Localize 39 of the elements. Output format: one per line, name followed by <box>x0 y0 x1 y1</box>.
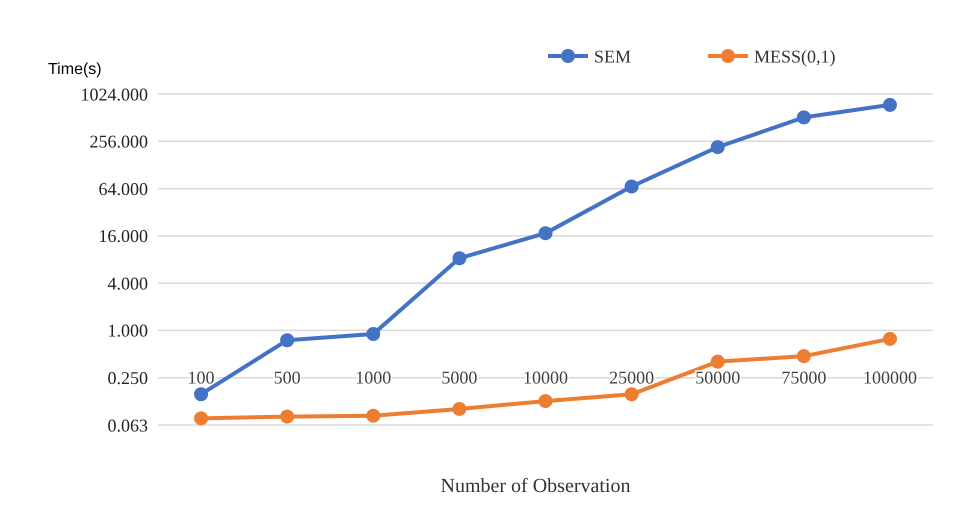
point <box>882 98 897 112</box>
x-tick-label: 100000 <box>862 367 917 388</box>
x-tick-label: 5000 <box>441 367 478 388</box>
point <box>538 394 552 408</box>
point <box>796 110 811 124</box>
x-tick-label: 500 <box>274 367 301 388</box>
point <box>796 349 811 364</box>
point <box>194 387 208 402</box>
point <box>710 140 725 154</box>
legend-label: SEM <box>594 46 632 66</box>
point <box>452 251 466 266</box>
x-tick-label: 10000 <box>523 367 568 388</box>
y-tick-label: 0.250 <box>108 368 148 388</box>
y-tick-label: 256.000 <box>90 132 148 152</box>
point <box>452 402 466 416</box>
point <box>366 327 380 342</box>
x-axis-title: Number of Observation <box>440 475 630 497</box>
y-tick-label: 4.000 <box>108 273 148 294</box>
x-tick-label: 75000 <box>781 367 826 388</box>
point <box>624 180 639 194</box>
legend-label: MESS(0,1) <box>754 46 836 66</box>
x-tick-label: 100 <box>188 367 215 388</box>
point <box>882 332 897 346</box>
y-tick-label: 16.000 <box>98 226 148 246</box>
point <box>624 387 639 402</box>
point <box>280 410 294 424</box>
y-tick-label: 1.000 <box>108 320 148 341</box>
x-tick-label: 25000 <box>609 367 654 388</box>
y-axis-title: Time(s) <box>48 61 102 78</box>
x-tick-label: 50000 <box>695 367 740 388</box>
y-tick-label: 1024.000 <box>80 84 148 104</box>
y-tick-label: 0.063 <box>108 415 148 436</box>
point <box>538 226 552 240</box>
point <box>366 408 380 423</box>
point <box>280 333 294 348</box>
point <box>194 411 208 426</box>
y-tick-label: 64.000 <box>98 178 148 199</box>
x-tick-label: 1000 <box>355 367 392 388</box>
point <box>710 354 725 369</box>
